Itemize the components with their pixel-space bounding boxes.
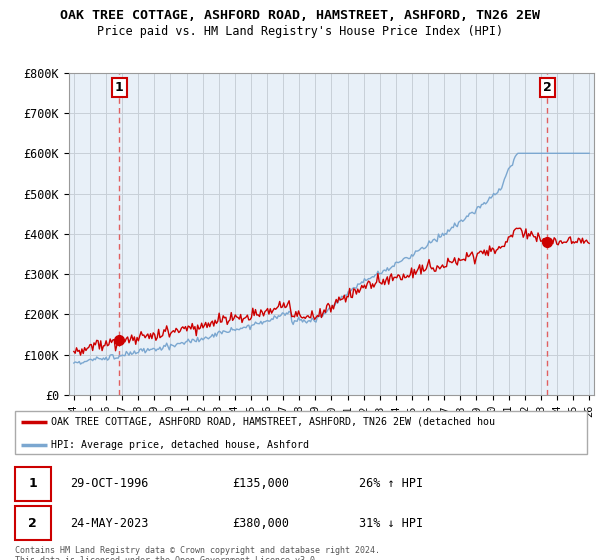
Text: 2: 2 (543, 81, 551, 94)
Text: Contains HM Land Registry data © Crown copyright and database right 2024.
This d: Contains HM Land Registry data © Crown c… (15, 546, 380, 560)
Text: 1: 1 (115, 81, 124, 94)
Text: 31% ↓ HPI: 31% ↓ HPI (359, 516, 424, 530)
FancyBboxPatch shape (15, 467, 51, 501)
FancyBboxPatch shape (15, 411, 587, 454)
Text: 26% ↑ HPI: 26% ↑ HPI (359, 477, 424, 491)
Text: 1: 1 (28, 477, 37, 491)
Text: £135,000: £135,000 (232, 477, 289, 491)
FancyBboxPatch shape (15, 506, 51, 540)
Text: 29-OCT-1996: 29-OCT-1996 (70, 477, 148, 491)
Text: OAK TREE COTTAGE, ASHFORD ROAD, HAMSTREET, ASHFORD, TN26 2EW: OAK TREE COTTAGE, ASHFORD ROAD, HAMSTREE… (60, 9, 540, 22)
Text: Price paid vs. HM Land Registry's House Price Index (HPI): Price paid vs. HM Land Registry's House … (97, 25, 503, 38)
Text: 2: 2 (28, 516, 37, 530)
Text: OAK TREE COTTAGE, ASHFORD ROAD, HAMSTREET, ASHFORD, TN26 2EW (detached hou: OAK TREE COTTAGE, ASHFORD ROAD, HAMSTREE… (52, 417, 496, 427)
Text: £380,000: £380,000 (232, 516, 289, 530)
Text: HPI: Average price, detached house, Ashford: HPI: Average price, detached house, Ashf… (52, 440, 310, 450)
Text: 24-MAY-2023: 24-MAY-2023 (70, 516, 148, 530)
